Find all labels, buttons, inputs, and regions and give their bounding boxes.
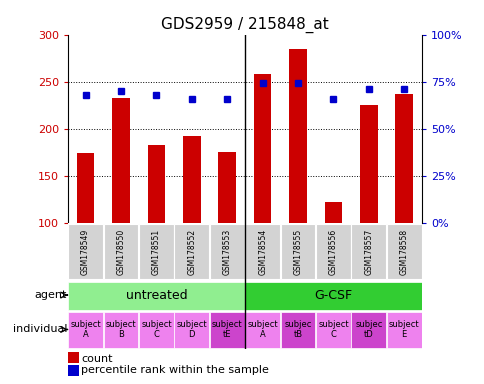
Text: GSM178558: GSM178558 [399,228,408,275]
Bar [139,224,173,279]
Bar [351,224,385,279]
Bar [174,224,209,279]
Bar [324,202,342,223]
Text: subject
D: subject D [176,320,207,339]
Text: untreated: untreated [125,288,187,301]
Bar [288,49,306,223]
Bar [316,224,350,279]
Bar [68,224,103,279]
Text: subject
C: subject C [141,320,171,339]
Text: subject
A: subject A [247,320,277,339]
Bar [104,312,138,348]
Bar [316,312,350,348]
Text: subject
C: subject C [318,320,348,339]
Bar [210,312,244,348]
Text: percentile rank within the sample: percentile rank within the sample [81,365,268,375]
Bar [253,74,271,223]
Bar [210,224,244,279]
Text: subject
tE: subject tE [212,320,242,339]
Bar [394,94,412,223]
Text: GSM178551: GSM178551 [151,228,161,275]
Bar [245,312,279,348]
Bar [386,312,421,348]
Text: GSM178556: GSM178556 [328,228,337,275]
Text: GSM178553: GSM178553 [222,228,231,275]
Text: subjec
tD: subjec tD [354,320,382,339]
Bar [104,224,138,279]
Bar [76,153,94,223]
Bar [139,312,173,348]
Bar [244,282,421,310]
Text: subject
B: subject B [106,320,136,339]
Text: GSM178552: GSM178552 [187,228,196,275]
Text: agent: agent [35,290,67,300]
Text: G-CSF: G-CSF [314,288,352,301]
Text: GSM178555: GSM178555 [293,228,302,275]
Bar [280,224,315,279]
Text: GSM178557: GSM178557 [363,228,373,275]
Text: subject
E: subject E [388,320,419,339]
Bar [245,224,279,279]
Bar [147,145,165,223]
Text: GSM178554: GSM178554 [257,228,267,275]
Bar [182,136,200,223]
Text: subject
A: subject A [70,320,101,339]
Text: GSM178549: GSM178549 [81,228,90,275]
Text: subjec
tB: subjec tB [284,320,311,339]
Bar [386,224,421,279]
Title: GDS2959 / 215848_at: GDS2959 / 215848_at [161,17,328,33]
Text: individual: individual [13,324,67,334]
Bar [68,312,103,348]
Bar [351,312,385,348]
Bar [218,152,236,223]
Bar [112,98,130,223]
Bar [280,312,315,348]
Text: count: count [81,354,112,364]
Bar [68,282,244,310]
Bar [359,105,377,223]
Bar [174,312,209,348]
Text: GSM178550: GSM178550 [116,228,125,275]
